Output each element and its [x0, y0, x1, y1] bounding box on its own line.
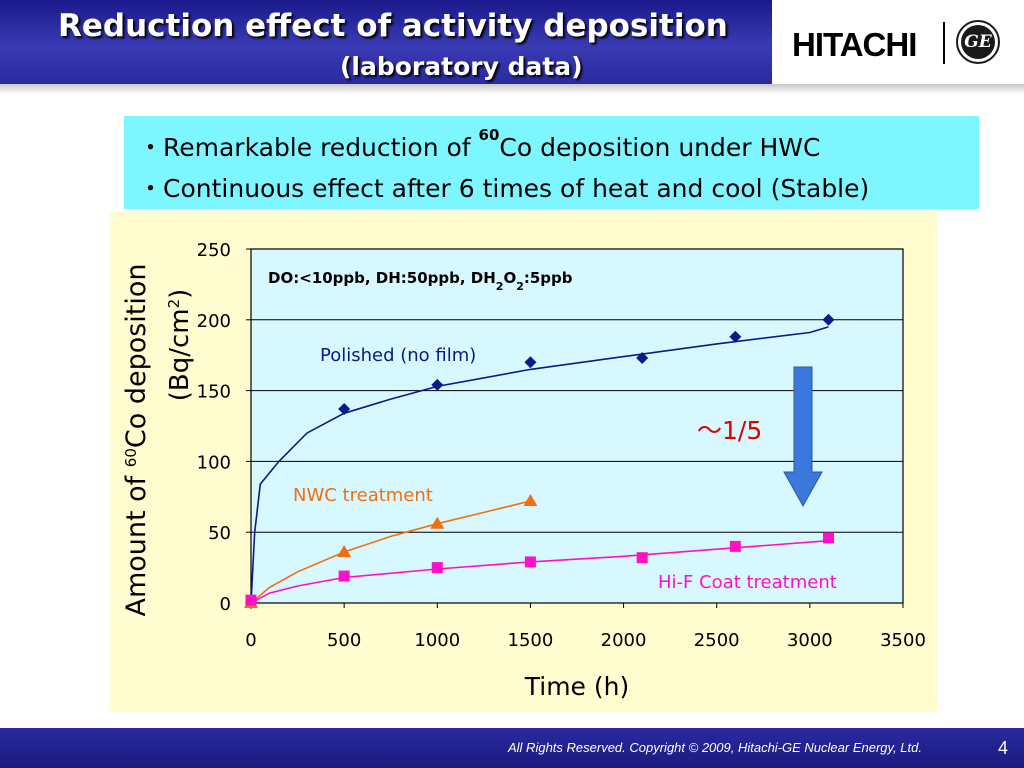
data-point-triangle	[523, 494, 538, 507]
x-tick-label: 0	[245, 630, 256, 651]
y-tick-label: 50	[208, 523, 231, 544]
y-axis-label-superscript: 60	[122, 448, 140, 467]
data-point-square	[431, 562, 443, 574]
x-tick-label: 3500	[880, 630, 926, 651]
slide-subtitle: (laboratory data)	[340, 52, 583, 81]
condition-part: O	[503, 269, 516, 287]
data-point-square	[338, 570, 350, 582]
bullet-1-prefix: ・Remarkable reduction of	[138, 133, 479, 162]
series-label-nwc: NWC treatment	[293, 485, 433, 506]
y-axis-unit-prefix: (Bq/cm	[165, 308, 195, 401]
x-tick-label: 1000	[414, 630, 460, 651]
hitachi-logo: HITACHI	[792, 26, 917, 63]
data-point-diamond	[636, 352, 649, 365]
y-axis-label-prefix: Amount of	[121, 467, 152, 616]
series-trend-line	[250, 326, 829, 604]
x-tick-label: 3000	[787, 630, 833, 651]
y-tick-label: 150	[197, 382, 231, 403]
y-tick-label: 100	[197, 452, 231, 473]
y-tick-label: 250	[197, 240, 231, 261]
data-point-diamond	[729, 330, 742, 343]
ge-logo-icon: GE	[956, 20, 1000, 64]
header-shadow	[0, 84, 1024, 94]
data-point-triangle	[337, 545, 352, 558]
data-point-square	[636, 552, 648, 564]
x-tick-label: 1500	[508, 630, 554, 651]
data-point-square	[245, 594, 257, 606]
x-axis-label: Time (h)	[524, 672, 629, 701]
bullet-1-superscript: 60	[478, 126, 500, 144]
y-axis-unit: (Bq/cm2)	[165, 289, 195, 402]
condition-annotation: DO:<10ppb, DH:50ppb, DH2O2:5ppb	[268, 269, 573, 293]
data-point-diamond	[524, 356, 537, 369]
reduction-arrow-icon	[783, 366, 823, 508]
data-point-diamond	[431, 378, 444, 391]
series-label-hif: Hi-F Coat treatment	[658, 572, 837, 593]
y-axis-unit-suffix: )	[165, 289, 195, 299]
data-point-square	[729, 540, 741, 552]
y-axis-unit-superscript: 2	[165, 299, 183, 309]
footer-bar	[0, 728, 1024, 768]
slide-title: Reduction effect of activity deposition	[58, 8, 728, 44]
x-tick-label: 2000	[601, 630, 647, 651]
title-bar: Reduction effect of activity deposition …	[0, 0, 772, 84]
y-axis-label-suffix: Co deposition	[121, 263, 152, 448]
reduction-label: ～1/5	[697, 416, 762, 445]
data-point-diamond	[822, 313, 835, 326]
logo-divider	[943, 22, 945, 64]
y-tick-label: 200	[197, 311, 231, 332]
condition-part: 2	[496, 280, 504, 293]
data-point-triangle	[430, 516, 445, 529]
copyright-text: All Rights Reserved. Copyright © 2009, H…	[508, 740, 922, 755]
condition-part: 2	[516, 280, 524, 293]
x-tick-label: 2500	[694, 630, 740, 651]
bullet-continuous: ・Continuous effect after 6 times of heat…	[138, 174, 870, 203]
y-tick-label: 0	[220, 594, 231, 615]
condition-part: DO:<10ppb, DH:50ppb, DH	[268, 269, 496, 287]
ge-logo-text: GE	[961, 25, 995, 59]
data-point-square	[524, 556, 536, 568]
x-tick-label: 500	[327, 630, 361, 651]
page-number: 4	[998, 738, 1009, 758]
bullet-reduction: ・Remarkable reduction of 60Co deposition…	[138, 126, 821, 164]
data-point-square	[822, 532, 834, 544]
y-axis-label: Amount of 60Co deposition	[121, 263, 152, 616]
series-trend-line	[250, 500, 531, 604]
bullet-1-suffix: Co deposition under HWC	[499, 133, 821, 162]
condition-part: :5ppb	[524, 269, 573, 287]
summary-box: ・Remarkable reduction of 60Co deposition…	[124, 116, 979, 209]
data-point-diamond	[338, 403, 351, 416]
series-label-polished: Polished (no film)	[320, 345, 476, 366]
